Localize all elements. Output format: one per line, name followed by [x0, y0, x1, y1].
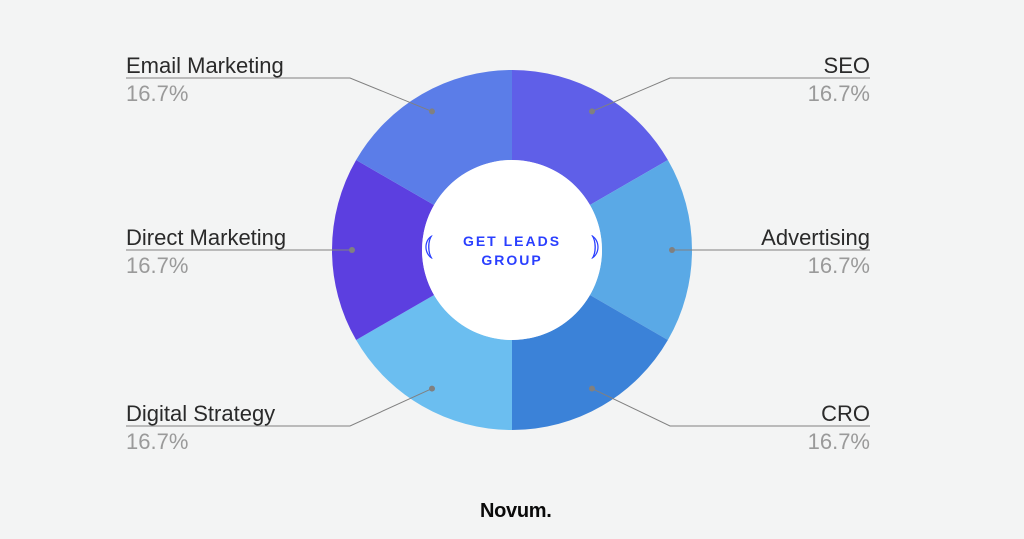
slice-label: Email Marketing16.7% — [126, 52, 284, 107]
slice-label-pct: 16.7% — [126, 252, 286, 280]
logo-line-2: GROUP — [481, 252, 542, 268]
slice-label-pct: 16.7% — [761, 252, 870, 280]
slice-label-title: CRO — [808, 400, 870, 428]
slice-label-title: Email Marketing — [126, 52, 284, 80]
slice-label: Direct Marketing16.7% — [126, 224, 286, 279]
slice-label-title: SEO — [808, 52, 870, 80]
slice-label: Digital Strategy16.7% — [126, 400, 275, 455]
slice-label: Advertising16.7% — [761, 224, 870, 279]
slice-label-pct: 16.7% — [808, 80, 870, 108]
slice-label-pct: 16.7% — [808, 428, 870, 456]
slice-label-pct: 16.7% — [126, 428, 275, 456]
leader-dot — [349, 247, 355, 253]
slice-label-title: Digital Strategy — [126, 400, 275, 428]
leader-dot — [589, 108, 595, 114]
slice-label-title: Direct Marketing — [126, 224, 286, 252]
leader-dot — [429, 108, 435, 114]
slice-label: CRO16.7% — [808, 400, 870, 455]
donut-chart-canvas: SEO16.7%Advertising16.7%CRO16.7%Digital … — [0, 0, 1024, 539]
logo-line-1: GET LEADS — [463, 233, 561, 249]
leader-dot — [669, 247, 675, 253]
logo-left-bracket: ⦅ — [424, 226, 433, 264]
logo-right-bracket: ⦆ — [591, 226, 600, 264]
slice-label-title: Advertising — [761, 224, 870, 252]
leader-dot — [589, 386, 595, 392]
leader-dot — [429, 386, 435, 392]
center-logo: ⦅GET LEADSGROUP⦆ — [422, 232, 602, 270]
slice-label: SEO16.7% — [808, 52, 870, 107]
slice-label-pct: 16.7% — [126, 80, 284, 108]
footer-brand: Novum. — [480, 500, 552, 523]
